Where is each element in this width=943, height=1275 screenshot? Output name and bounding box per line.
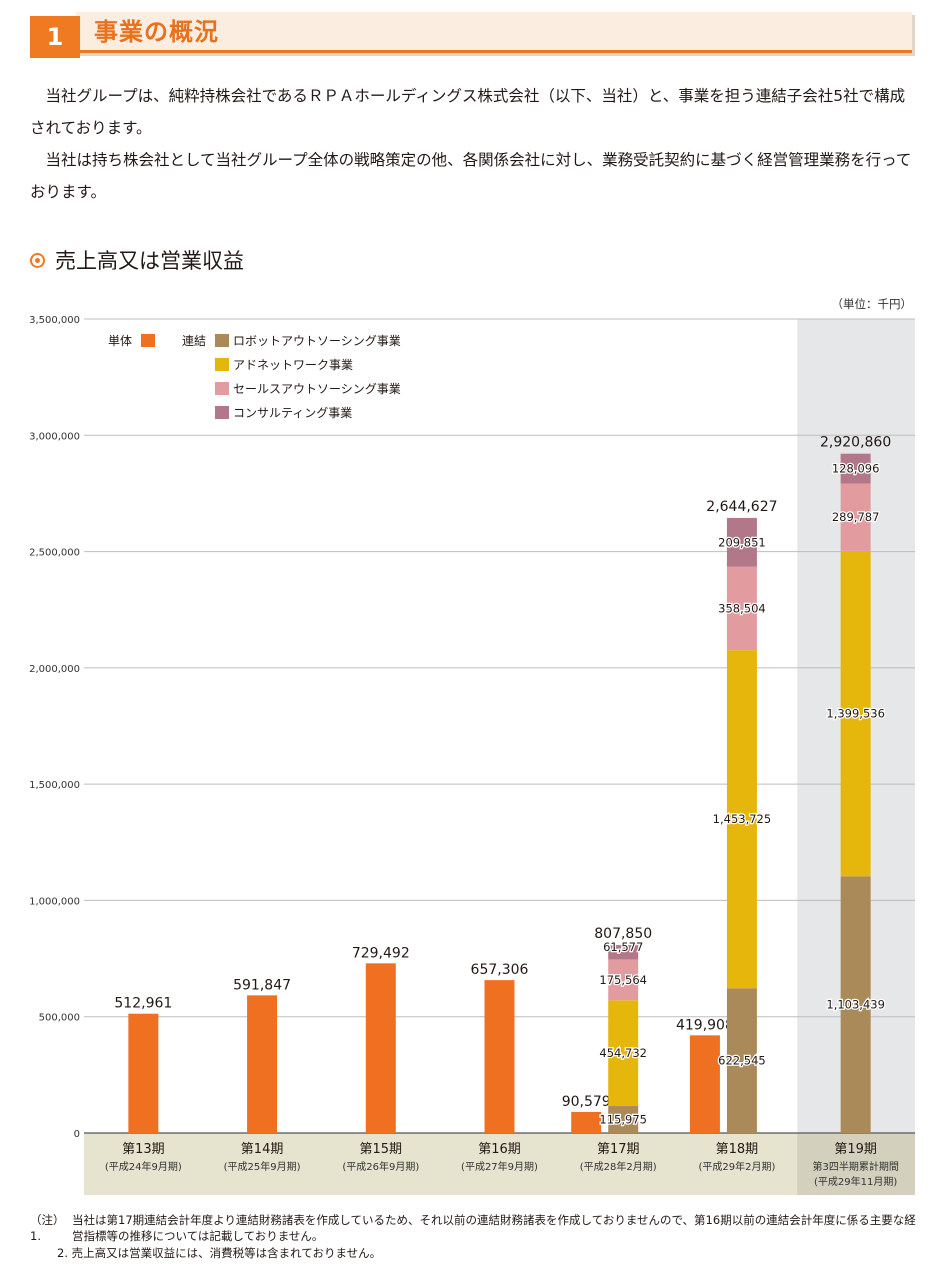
total-value-label: 807,850 [594, 926, 652, 942]
stacked-segment [726, 566, 757, 651]
standalone-bar [484, 980, 515, 1133]
x-tick-label: 第16期 [478, 1142, 521, 1157]
x-tick-sublabel: (平成29年2月期) [698, 1160, 775, 1173]
legend-item-label: ロボットアウトソーシング事業 [233, 334, 401, 348]
x-axis-band-highlight [797, 1133, 915, 1195]
x-tick-label: 第14期 [241, 1142, 284, 1157]
y-tick-label: 1,000,000 [29, 896, 80, 907]
legend-swatch [215, 358, 229, 371]
legend-swatch [215, 382, 229, 395]
legend-item-label: コンサルティング事業 [233, 406, 352, 420]
x-tick-sublabel: 第3四半期累計期間 [812, 1160, 898, 1173]
y-tick-label: 500,000 [39, 1013, 80, 1024]
total-value-label: 2,920,860 [820, 435, 891, 451]
legend-item-label: セールスアウトソーシング事業 [233, 382, 401, 396]
stacked-segment [726, 988, 757, 1133]
note-1-prefix: （注）1. [30, 1213, 65, 1243]
legend-standalone-label: 単体 [108, 334, 132, 348]
section-header-bar [76, 12, 912, 53]
note-2: 2. 売上高又は営業収益には、消費税等は含まれておりません。 [57, 1245, 916, 1261]
standalone-value-label: 419,908 [676, 1017, 734, 1033]
legend-consolidated-label: 連結 [182, 334, 206, 348]
x-tick-sublabel: (平成25年9月期) [224, 1160, 301, 1173]
standalone-bar [128, 1013, 159, 1133]
legend-item-label: アドネットワーク事業 [233, 358, 353, 372]
revenue-chart: 0 500,000 1,000,000 1,500,000 2,000,000 2,500… [29, 297, 915, 1195]
total-value-label: 2,644,627 [706, 499, 777, 515]
stacked-value-label: 622,545 [718, 1054, 766, 1068]
standalone-bar [689, 1035, 720, 1133]
x-tick-sublabel: (平成26年9月期) [342, 1160, 419, 1173]
x-tick-sublabel: (平成27年9月期) [461, 1160, 538, 1173]
y-tick-label: 3,500,000 [29, 315, 80, 326]
stacked-value-label: 1,103,439 [826, 998, 885, 1012]
x-tick-sublabel: (平成28年2月期) [580, 1160, 657, 1173]
x-tick-label: 第17期 [597, 1142, 640, 1157]
y-tick-label: 2,500,000 [29, 548, 80, 559]
stacked-value-label: 128,096 [832, 462, 880, 476]
standalone-value-label: 657,306 [471, 962, 529, 978]
legend-standalone-swatch [141, 334, 155, 347]
y-tick-label: 2,000,000 [29, 664, 80, 675]
standalone-value-label: 90,579 [562, 1094, 611, 1110]
stacked-value-label: 1,399,536 [826, 707, 885, 721]
intro-paragraph-1: 当社グループは、純粋持株会社であるＲＰＡホールディングス株式会社（以下、当社）と… [30, 87, 906, 137]
stacked-value-label: 454,732 [599, 1046, 647, 1060]
standalone-bar [571, 1111, 602, 1133]
stacked-value-label: 209,851 [718, 535, 766, 549]
note-1: （注）1. 当社は第17期連結会計年度より連結財務諸表を作成しているため、それ以… [30, 1212, 916, 1244]
stacked-value-label: 289,787 [832, 510, 880, 524]
stacked-segment [608, 1000, 639, 1107]
section-title: 事業の概況 [94, 18, 219, 46]
stacked-value-label: 1,453,725 [713, 812, 772, 826]
stacked-segment [726, 517, 757, 567]
stacked-value-label: 175,564 [599, 973, 647, 987]
x-tick-label: 第15期 [360, 1142, 403, 1157]
standalone-bar [365, 963, 396, 1133]
note-2-prefix: 2. [57, 1246, 68, 1260]
x-tick-label: 第18期 [716, 1142, 759, 1157]
y-tick-label: 1,500,000 [29, 780, 80, 791]
x-tick-sublabel: (平成24年9月期) [105, 1160, 182, 1173]
stacked-segment [840, 876, 871, 1133]
standalone-value-label: 729,492 [352, 945, 410, 961]
x-tick-label: 第13期 [122, 1142, 165, 1157]
stacked-segment [726, 650, 757, 989]
section-number: 1 [30, 16, 80, 58]
legend-swatch [215, 406, 229, 419]
x-tick-sublabel: (平成29年11月期) [814, 1175, 897, 1188]
chart-heading-text: 売上高又は営業収益 [55, 249, 244, 273]
stacked-segment [608, 959, 639, 1001]
standalone-value-label: 591,847 [233, 977, 291, 993]
y-tick-label: 3,000,000 [29, 431, 80, 442]
unit-label: （単位：千円） [832, 297, 913, 311]
x-axis-band [84, 1133, 915, 1195]
stacked-value-label: 358,504 [718, 601, 766, 615]
x-tick-label: 第19期 [834, 1142, 877, 1157]
stacked-value-label: 115,975 [599, 1113, 647, 1127]
legend-swatch [215, 334, 229, 347]
stacked-segment [840, 453, 871, 484]
stacked-segment [840, 483, 871, 551]
chart-heading: 売上高又は営業収益 [30, 246, 244, 276]
stacked-segment [840, 550, 871, 877]
stacked-value-label: 61,577 [603, 940, 643, 954]
note-2-text: 売上高又は営業収益には、消費税等は含まれておりません。 [71, 1246, 382, 1260]
standalone-value-label: 512,961 [114, 996, 172, 1012]
y-tick-label: 0 [74, 1129, 80, 1140]
intro-paragraph-2: 当社は持ち株会社として当社グループ全体の戦略策定の他、各関係会社に対し、業務受託… [30, 151, 912, 201]
stacked-segment [608, 945, 639, 960]
note-1-text: 当社は第17期連結会計年度より連結財務諸表を作成しているため、それ以前の連結財務… [72, 1213, 916, 1243]
target-bullet-icon [30, 253, 45, 268]
section-header: 1 事業の概況 [30, 12, 912, 58]
standalone-bar [247, 995, 278, 1133]
stacked-segment [608, 1106, 639, 1133]
